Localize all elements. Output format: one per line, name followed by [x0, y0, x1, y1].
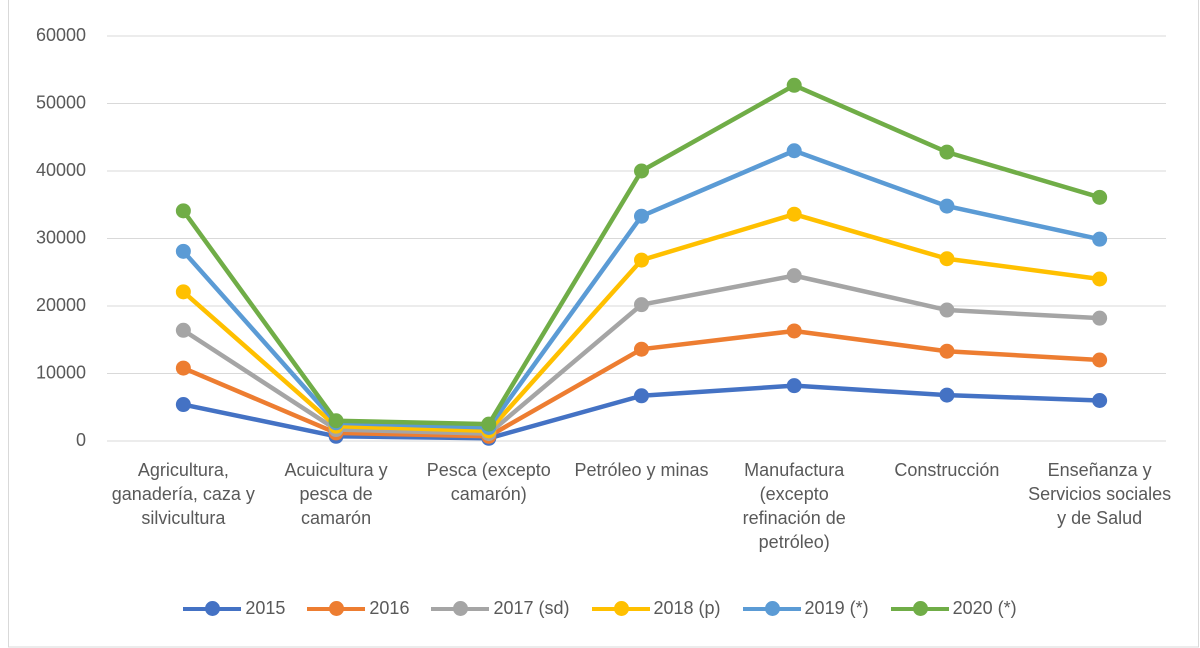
point [634, 208, 649, 224]
point [175, 203, 191, 219]
point [634, 297, 649, 313]
line [181, 148, 1101, 430]
legend-label: 2015 [245, 598, 286, 618]
legend-swatch [183, 600, 242, 616]
point [939, 387, 955, 403]
legend-label: 2017 (sd) [493, 598, 570, 618]
x-tick-label: Manufactura (excepto refinación de petró… [742, 460, 846, 552]
legend-swatch [591, 600, 650, 616]
y-tick-label: 50000 [36, 92, 86, 112]
legend-label: 2018 (p) [653, 598, 721, 618]
x-tick-label: Construcción [894, 460, 1000, 480]
point [175, 397, 191, 413]
x-tick-label: Agricultura, ganadería, caza y silvicult… [111, 460, 255, 528]
chart-frame [8, 0, 1199, 648]
point [939, 302, 955, 318]
legend-item: 2019 (*) [742, 598, 869, 619]
legend-item: 2016 [307, 598, 409, 619]
point [328, 413, 344, 429]
y-tick-label: 40000 [36, 160, 86, 180]
legend-marker [205, 600, 221, 616]
legend: 2015 2016 2017 (sd) 2018 (p) 2019 (*) 2020 (*… [0, 598, 1200, 619]
point [175, 360, 191, 376]
point [175, 322, 191, 338]
legend-item: 2020 (*) [890, 598, 1017, 619]
point [634, 252, 649, 268]
legend-marker [764, 600, 780, 616]
point [634, 341, 649, 357]
legend-item: 2015 [183, 598, 285, 619]
legend-item: 2018 (p) [591, 598, 721, 619]
point [939, 198, 955, 214]
point [175, 284, 191, 300]
point [634, 388, 649, 404]
legend-swatch [431, 600, 490, 616]
point [786, 323, 802, 339]
legend-marker [329, 600, 345, 616]
x-tick-label: Acuicultura y pesca de camarón [284, 460, 388, 528]
legend-swatch [742, 600, 801, 616]
legend-swatch [307, 600, 366, 616]
point [939, 144, 955, 160]
point [786, 143, 802, 159]
point [481, 416, 497, 432]
y-tick-label: 20000 [36, 295, 86, 315]
point [786, 378, 802, 394]
point [1092, 271, 1108, 287]
legend-item: 2017 (sd) [431, 598, 570, 619]
point [175, 243, 191, 259]
y-tick-label: 30000 [36, 227, 86, 247]
y-tick-label: 10000 [36, 362, 86, 382]
point [786, 77, 802, 93]
x-tick-label: Pesca (excepto camarón) [426, 460, 551, 504]
point [939, 343, 955, 359]
legend-swatch [890, 600, 949, 616]
y-tick-label: 60000 [36, 25, 86, 45]
point [1092, 189, 1108, 205]
legend-marker [613, 600, 629, 616]
point [1092, 393, 1108, 408]
y-tick-label: 0 [76, 430, 86, 450]
legend-label: 2019 (*) [804, 598, 869, 618]
point [1092, 310, 1108, 326]
point [1092, 352, 1108, 368]
x-tick-label: Petróleo y minas [574, 460, 709, 480]
point [939, 251, 955, 267]
legend-label: 2020 (*) [952, 598, 1017, 618]
point [1092, 231, 1108, 247]
x-tick-label: Enseñanza y Servicios sociales y de Salu… [1028, 460, 1172, 528]
point [786, 268, 802, 284]
legend-label: 2016 [369, 598, 410, 618]
point [634, 163, 649, 179]
point [786, 206, 802, 222]
legend-marker [912, 600, 928, 616]
legend-marker [453, 600, 469, 616]
